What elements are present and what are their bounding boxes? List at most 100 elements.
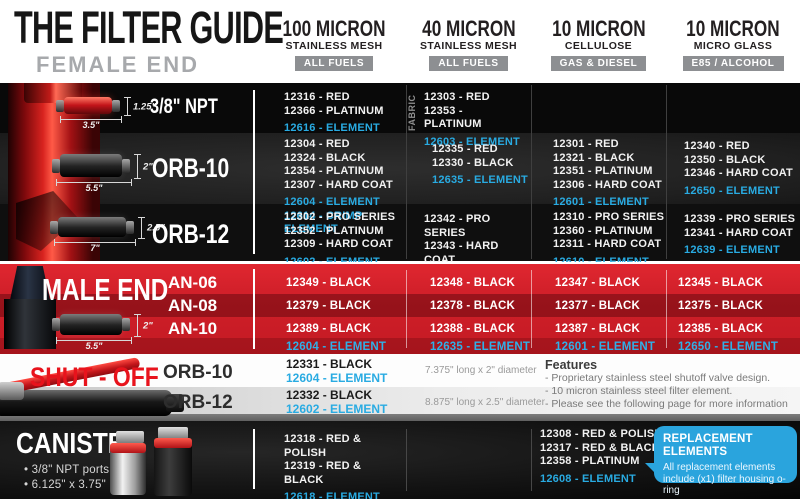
width-dimension: 3.5" xyxy=(60,116,122,130)
cell-npt-40: 12303 - RED 12353 - PLATINUM 12603 - ELEM… xyxy=(424,91,520,149)
text-line: 12317 - RED & BLACK xyxy=(540,441,660,454)
text-line: 12303 - RED xyxy=(424,91,490,103)
page-title-text: THE FILTER GUIDE xyxy=(14,2,284,53)
micron-rating: 40 MICRON xyxy=(421,16,516,41)
height-dimension: 2" xyxy=(134,314,153,337)
text-line: 12319 - RED & BLACK xyxy=(284,460,362,486)
column-header-40-micron: 40 MICRON STAINLESS MESH ALL FUELS xyxy=(406,18,531,71)
features-title: Features xyxy=(545,358,598,372)
shutoff-orb10-parts: 12331 - BLACK 12604 - ELEMENT xyxy=(286,357,388,385)
elements-list: 12639 - ELEMENT xyxy=(684,244,796,258)
part-number: 12345 - BLACK xyxy=(678,277,764,289)
text-line: 12339 - PRO SERIES xyxy=(684,213,796,225)
shut-off-section: SHUT - OFF ORB-10 ORB-12 12331 - BLACK 1… xyxy=(0,354,800,421)
row-label-orb10: ORB-10 xyxy=(163,362,233,383)
text-line: 12616 - ELEMENT xyxy=(284,122,380,134)
height-dimension: 2.5" xyxy=(138,217,165,239)
media-type: MICRO GLASS xyxy=(693,40,773,52)
shutoff-orb12-parts: 12332 - BLACK 12602 - ELEMENT xyxy=(286,388,388,416)
text-line: 12635 - ELEMENT xyxy=(432,174,528,186)
cell-orb12-10mg: 12339 - PRO SERIES 12341 - HARD COAT 1263… xyxy=(684,213,796,258)
element-number: 12604 - ELEMENT xyxy=(286,370,388,385)
text-line: 12310 - PRO SERIES xyxy=(553,211,665,223)
height-dimension: 1.25" xyxy=(124,97,156,116)
text-line: - Please see the following page for more… xyxy=(545,398,788,410)
fabric-note: FABRIC xyxy=(407,94,417,132)
an-fitting-photo xyxy=(2,266,58,352)
parts-list: 12335 - RED 12330 - BLACK xyxy=(432,143,528,170)
label-table-divider xyxy=(253,90,255,254)
text-line: 12614 - CRIMP ELEMENT xyxy=(284,209,363,236)
part-number: 12332 - BLACK xyxy=(286,388,373,402)
page-title: THE FILTER GUIDE xyxy=(14,2,410,54)
fuel-badge: ALL FUELS xyxy=(429,56,508,71)
parts-list: 12308 - RED & POLISH 12317 - RED & BLACK 1… xyxy=(540,428,668,469)
elements-list: 12616 - ELEMENT xyxy=(284,122,402,136)
features-list: - Proprietary stainless steel shutoff va… xyxy=(545,372,795,411)
text-line: 12354 - PLATINUM xyxy=(284,165,384,177)
cell-orb12-100: 12302 - PRO SERIES 12352 - PLATINUM 12309 … xyxy=(284,211,402,269)
cell-orb10-100: 12304 - RED 12324 - BLACK 12354 - PLATINUM… xyxy=(284,138,402,237)
male-filter-thumbnail: 2" 5.5" xyxy=(52,306,164,351)
cell-npt-100: 12316 - RED 12366 - PLATINUM 12616 - ELEM… xyxy=(284,91,402,136)
male-row-an10: 12389 - BLACK 12388 - BLACK 12387 - BLAC… xyxy=(0,318,800,340)
an08-stripe xyxy=(0,294,800,317)
text-line: 12321 - BLACK xyxy=(553,151,635,164)
parts-list: 12316 - RED 12366 - PLATINUM xyxy=(284,91,402,118)
row-label-orb12: ORB-12 xyxy=(152,219,230,249)
text-line: 12340 - RED xyxy=(684,140,750,152)
orb12-filter-thumbnail: 2.5" 7" xyxy=(50,210,170,253)
column-header-10-micron-cellulose: 10 MICRON CELLULOSE GAS & DIESEL xyxy=(531,18,666,71)
column-header-10-micron-microglass: 10 MICRON MICRO GLASS E85 / ALCOHOL xyxy=(666,18,800,71)
text-line: - 10 micron stainless steel filter eleme… xyxy=(545,385,733,397)
callout-body: All replacement elements include (x1) fi… xyxy=(663,462,786,496)
text-line: 12335 - RED xyxy=(432,143,498,155)
parts-list: 12342 - PRO SERIES 12343 - HARD COAT xyxy=(424,213,520,267)
text-line: 12341 - HARD COAT xyxy=(684,226,793,239)
media-type: STAINLESS MESH xyxy=(420,40,517,52)
text-line: • 6.125" x 3.75" xyxy=(24,479,106,491)
fuel-badge: ALL FUELS xyxy=(294,56,374,71)
replacement-elements-callout: REPLACEMENT ELEMENTS All replacement ele… xyxy=(645,426,797,496)
element-number: 12650 - ELEMENT xyxy=(678,341,779,353)
text-line: 12342 - PRO SERIES xyxy=(424,213,491,239)
fuel-badge: GAS & DIESEL xyxy=(550,56,647,71)
column-divider xyxy=(531,429,532,491)
elements-list: 12604 - ELEMENT 12614 - CRIMP ELEMENT xyxy=(284,196,402,237)
element-number: 12601 - ELEMENT xyxy=(555,341,656,353)
element-number: 12602 - ELEMENT xyxy=(286,401,388,416)
row-label-an08: AN-08 xyxy=(168,296,218,315)
cell-orb10-10mg: 12340 - RED 12350 - BLACK 12346 - HARD COA… xyxy=(684,140,796,198)
text-line: • 3/8" NPT ports. xyxy=(24,464,113,476)
label-table-divider xyxy=(253,269,255,349)
female-end-label: FEMALE END xyxy=(36,52,199,77)
text-line: 12308 - RED & POLISH xyxy=(540,428,663,440)
orb10-size-note: 7.375" long x 2" diameter xyxy=(425,365,537,376)
part-number: 12348 - BLACK xyxy=(430,277,516,289)
text-line: - Proprietary stainless steel shutoff va… xyxy=(545,372,771,384)
text-line: 12601 - ELEMENT xyxy=(553,196,649,208)
part-number: 12385 - BLACK xyxy=(678,323,764,335)
row-label-an10: AN-10 xyxy=(168,319,218,338)
parts-list: 12301 - RED 12321 - BLACK 12351 - PLATINUM… xyxy=(553,138,681,192)
text-line: 12603 - ELEMENT xyxy=(424,135,520,148)
text-line: 12324 - BLACK xyxy=(284,151,366,164)
row-label-an06: AN-06 xyxy=(168,273,218,292)
part-number: 12379 - BLACK xyxy=(286,300,372,312)
section-divider-bar xyxy=(0,414,800,421)
text-line: 12302 - PRO SERIES xyxy=(284,211,396,223)
text-line: 12304 - RED xyxy=(284,138,350,150)
text-line: 12301 - RED xyxy=(553,138,619,150)
parts-list: 12302 - PRO SERIES 12352 - PLATINUM 12309 … xyxy=(284,211,402,252)
text-line: 12307 - HARD COAT xyxy=(284,178,393,191)
element-number: 12604 - ELEMENT xyxy=(286,341,387,353)
text-line: 12316 - RED xyxy=(284,91,350,103)
text-line: 12346 - HARD COAT xyxy=(684,167,793,179)
height-dimension: 2" xyxy=(134,154,153,179)
canister-section: CANISTER • 3/8" NPT ports. • 6.125" x 3.7… xyxy=(0,421,800,499)
micron-rating: 10 MICRON xyxy=(551,16,646,41)
cell-orb10-40: 12335 - RED 12330 - BLACK 12635 - ELEMENT xyxy=(432,143,528,188)
parts-list: 12339 - PRO SERIES 12341 - HARD COAT xyxy=(684,213,796,240)
cell-canister-100: 12318 - RED & POLISH 12319 - RED & BLACK … xyxy=(284,433,402,499)
